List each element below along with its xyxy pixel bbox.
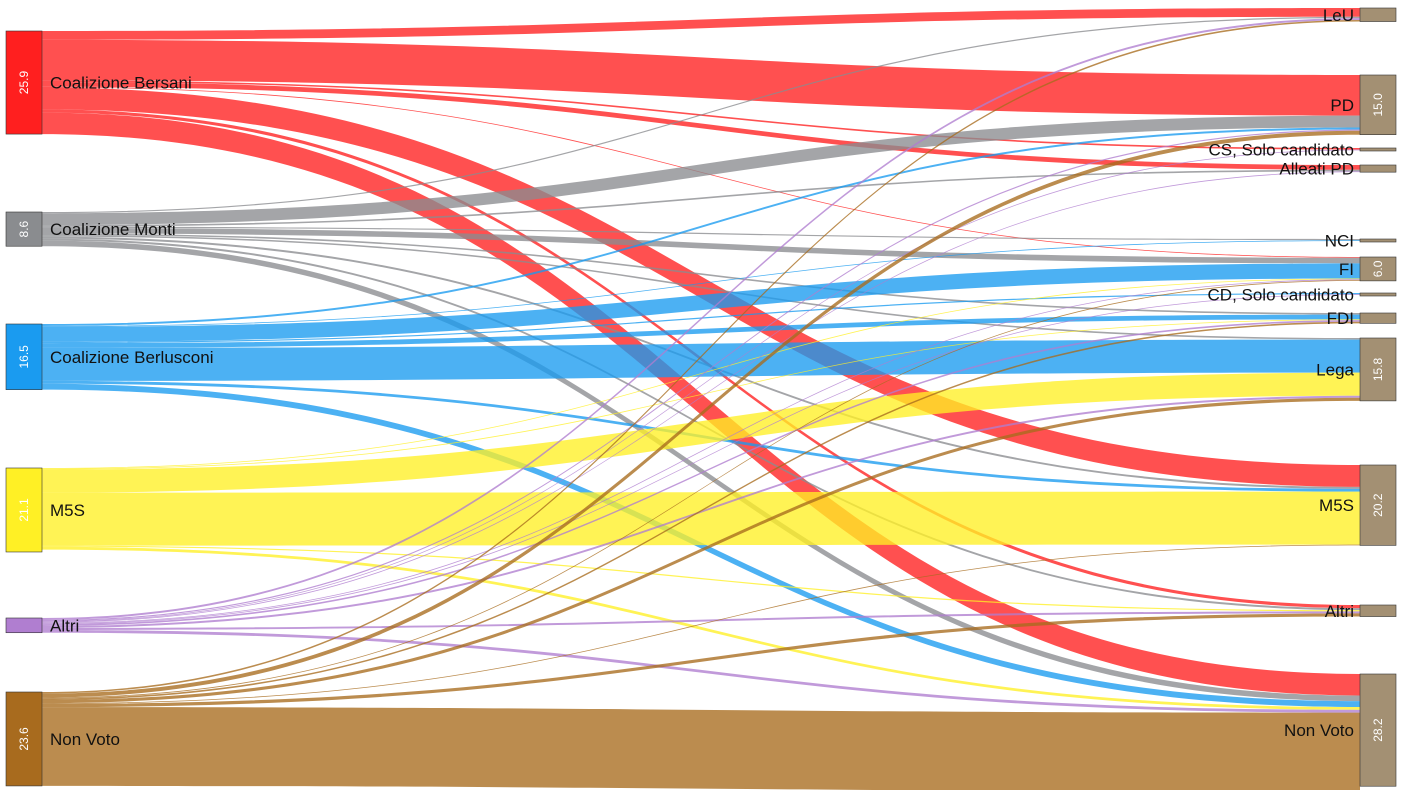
flow-non-voto-to-altri (42, 613, 1360, 708)
nodes-layer: Coalizione Bersani 25.9 Coalizione Monti 8.… (5, 6, 1397, 787)
flow-m5s-to-lega (42, 372, 1360, 493)
target-value-m5s: 20.2 (1371, 493, 1385, 517)
flow-coalizione-bersani-to-alleati-pd (42, 81, 1360, 170)
flow-non-voto-to-m5s (42, 544, 1360, 704)
target-node-cd-solo-candidato (1359, 292, 1397, 297)
source-label-m5s: M5S (50, 501, 85, 520)
flow-coalizione-monti-to-fdi (42, 233, 1360, 315)
flow-altri-to-pd (42, 129, 1360, 622)
flow-m5s-to-fi (42, 278, 1360, 469)
flow-coalizione-monti-to-lega (42, 235, 1360, 340)
flow-non-voto-to-fdi (42, 321, 1360, 700)
target-label-nci: NCI (1325, 232, 1354, 251)
source-label-altri: Altri (50, 616, 79, 635)
target-node-pd (1359, 74, 1397, 136)
target-node-lega (1359, 337, 1397, 402)
target-label-cd-solo-candidato: CD, Solo candidato (1208, 286, 1354, 305)
flow-coalizione-monti-to-fi (42, 227, 1360, 264)
source-value-coalizione-bersani: 25.9 (17, 71, 31, 95)
target-label-altri: Altri (1325, 602, 1354, 621)
flow-altri-to-fi (42, 279, 1360, 624)
flow-m5s-to-m5s (42, 491, 1360, 546)
flow-non-voto-to-lega (42, 397, 1360, 704)
flow-coalizione-berlusconi-to-fdi (42, 314, 1360, 348)
source-node-m5s (5, 467, 43, 553)
flow-coalizione-monti-to-non-voto (42, 240, 1360, 702)
target-node-nci (1359, 238, 1397, 243)
source-node-non-voto (5, 691, 43, 787)
target-value-lega: 15.8 (1371, 357, 1385, 381)
source-label-coalizione-bersani: Coalizione Bersani (50, 74, 192, 93)
target-label-m5s: M5S (1319, 496, 1354, 515)
target-label-cs-solo-candidato: CS, Solo candidato (1208, 141, 1354, 160)
flow-coalizione-monti-to-pd (42, 115, 1360, 226)
flow-altri-to-non-voto (42, 629, 1360, 713)
source-node-altri (5, 617, 43, 634)
source-node-coalizione-bersani (5, 30, 43, 135)
source-node-coalizione-berlusconi (5, 323, 43, 390)
source-node-coalizione-monti (5, 211, 43, 247)
flow-m5s-to-non-voto (42, 546, 1360, 710)
target-node-fi (1359, 256, 1397, 282)
flow-non-voto-to-leu (42, 19, 1360, 694)
target-node-fdi (1359, 312, 1397, 324)
flow-coalizione-monti-to-alleati-pd (42, 169, 1360, 227)
target-node-leu (1359, 7, 1397, 22)
target-label-pd: PD (1330, 96, 1354, 115)
target-node-m5s (1359, 464, 1397, 546)
flow-altri-to-fdi (42, 320, 1360, 626)
flow-non-voto-to-fi (42, 280, 1360, 699)
flow-altri-to-cs-solo-candidato (42, 149, 1360, 622)
target-label-fi: FI (1339, 260, 1354, 279)
flow-non-voto-to-non-voto (42, 707, 1360, 790)
flow-altri-to-alleati-pd (42, 171, 1360, 623)
target-label-lega: Lega (1316, 360, 1354, 379)
target-node-alleati-pd (1359, 164, 1397, 173)
source-value-non-voto: 23.6 (17, 727, 31, 751)
flow-altri-to-leu (42, 17, 1360, 620)
source-label-coalizione-berlusconi: Coalizione Berlusconi (50, 348, 213, 367)
flow-coalizione-berlusconi-to-nci (42, 240, 1360, 327)
flow-non-voto-to-pd (42, 130, 1360, 698)
target-value-non-voto: 28.2 (1371, 718, 1385, 742)
flow-coalizione-monti-to-leu (42, 16, 1360, 214)
target-label-alleati-pd: Alleati PD (1279, 160, 1354, 179)
target-label-fdi: FDI (1327, 309, 1354, 328)
source-value-m5s: 21.1 (17, 498, 31, 522)
flow-m5s-to-altri (42, 545, 1360, 612)
source-value-coalizione-monti: 8.6 (17, 220, 31, 237)
target-label-leu: LeU (1323, 6, 1354, 25)
flow-m5s-to-fdi (42, 319, 1360, 470)
target-value-pd: 15.0 (1371, 93, 1385, 117)
flow-coalizione-bersani-to-pd (42, 39, 1360, 116)
source-label-non-voto: Non Voto (50, 730, 120, 749)
flow-coalizione-berlusconi-to-non-voto (42, 383, 1360, 708)
target-node-altri (1359, 604, 1397, 617)
source-label-coalizione-monti: Coalizione Monti (50, 220, 176, 239)
flow-coalizione-bersani-to-non-voto (42, 112, 1360, 696)
target-node-non-voto (1359, 673, 1397, 787)
flow-coalizione-berlusconi-to-lega (42, 339, 1360, 381)
flow-coalizione-berlusconi-to-fi (42, 263, 1360, 342)
target-value-fi: 6.0 (1371, 260, 1385, 277)
target-node-cs-solo-candidato (1359, 147, 1397, 152)
flow-altri-to-altri (42, 611, 1360, 630)
flows-layer (42, 8, 1360, 790)
target-label-non-voto: Non Voto (1284, 721, 1354, 740)
flow-altri-to-lega (42, 395, 1360, 628)
flow-altri-to-cd-solo-candidato (42, 294, 1360, 625)
flow-coalizione-monti-to-nci (42, 226, 1360, 241)
flow-coalizione-berlusconi-to-pd (42, 127, 1360, 326)
source-value-coalizione-berlusconi: 16.5 (17, 345, 31, 369)
flow-coalizione-bersani-to-leu (42, 8, 1360, 40)
